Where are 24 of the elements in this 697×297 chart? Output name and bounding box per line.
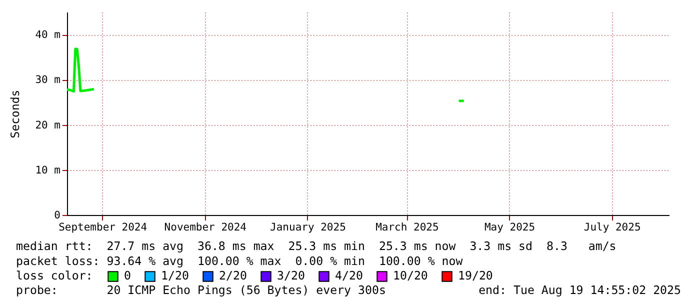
legend-label: 2/20 <box>219 268 247 282</box>
x-tick-label: November 2024 <box>164 222 246 234</box>
text: median rtt: 27.7 ms avg 36.8 ms max 25.3 ms min 25.3 ms now 3.3 ms sd 8.3 am/s <box>16 239 616 253</box>
text: end: Tue Aug 19 14:55:02 2025 <box>478 283 682 297</box>
y-tick-label: 20 m <box>35 119 60 132</box>
legend-title: loss color: <box>16 268 93 282</box>
text: packet loss: 93.64 % avg 100.00 % max 0.00 % min 100.00 % now <box>16 254 463 268</box>
x-tick-label: May 2025 <box>484 222 536 234</box>
legend-label: 1/20 <box>161 268 189 282</box>
legend-label: 3/20 <box>277 268 305 282</box>
y-tick-label: 10 m <box>35 164 60 176</box>
legend-label: 10/20 <box>393 268 428 282</box>
x-tick-label: September 2024 <box>58 222 148 234</box>
legend-label: 0 <box>124 268 131 282</box>
y-tick-label: 40 m <box>35 29 60 42</box>
y-tick-label: 0 <box>54 210 60 222</box>
x-tick-label: January 2025 <box>270 222 346 234</box>
x-tick-label: March 2025 <box>376 222 439 234</box>
legend-label: 19/20 <box>458 268 493 282</box>
legend-label: 4/20 <box>335 268 363 282</box>
text: probe: 20 ICMP Echo Pings (56 Bytes) every 300s <box>16 283 386 297</box>
y-axis-title: Seconds <box>8 90 22 138</box>
y-tick-label: 30 m <box>35 74 60 86</box>
x-tick-label: July 2025 <box>584 222 641 234</box>
